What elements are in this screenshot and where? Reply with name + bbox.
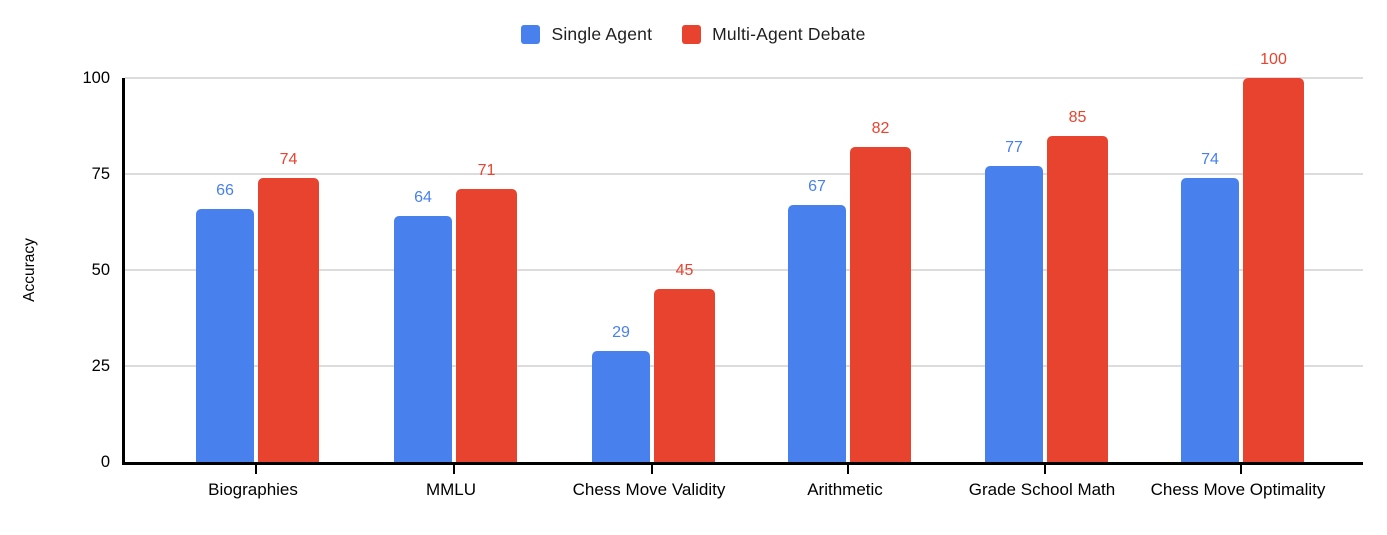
value-label-single-agent-arithmetic: 67: [808, 177, 826, 195]
bar-single-agent-biographies: [196, 208, 254, 462]
y-tick-label-25: 25: [91, 357, 110, 375]
bar-group-chess-move-validity: 29 45: [588, 78, 716, 462]
bar-group-grade-school-math: 77 85: [981, 78, 1109, 462]
bar-single-agent-grade-school-math: [985, 166, 1043, 462]
category-label-mmlu: MMLU: [425, 480, 477, 499]
value-label-single-agent-chess-move-validity: 29: [612, 323, 630, 341]
bar-group-mmlu: 64 71: [390, 78, 518, 462]
value-label-multi-agent-debate-chess-move-optimality: 100: [1260, 51, 1287, 68]
value-label-single-agent-grade-school-math: 77: [1005, 139, 1023, 157]
gridline-25: [125, 365, 1363, 367]
y-tick-label-75: 75: [91, 165, 110, 183]
y-axis-title: Accuracy: [21, 238, 38, 302]
bar-single-agent-chess-move-validity: [592, 350, 650, 462]
bar-multi-agent-debate-arithmetic: [850, 147, 911, 462]
value-label-multi-agent-debate-mmlu: 71: [477, 162, 496, 180]
gridline-50: [125, 269, 1363, 271]
value-label-multi-agent-debate-chess-move-validity: 45: [675, 262, 694, 280]
bar-single-agent-arithmetic: [788, 204, 846, 462]
bar-multi-agent-debate-chess-move-validity: [654, 289, 715, 462]
category-label-biographies: Biographies: [208, 480, 298, 499]
plot-area: 66 74 64 71 29 45 67 82 77 85 74 100: [122, 51, 1363, 474]
x-tick-arithmetic: [847, 465, 849, 474]
legend-label-multi-agent-debate: Multi-Agent Debate: [712, 24, 866, 44]
bar-group-arithmetic: 67 82: [784, 78, 912, 462]
value-label-multi-agent-debate-arithmetic: 82: [871, 120, 890, 138]
legend-swatch-single-agent: [521, 25, 541, 44]
value-label-single-agent-biographies: 66: [216, 181, 234, 199]
bar-multi-agent-debate-biographies: [258, 177, 319, 462]
y-tick-label-100: 100: [82, 69, 110, 87]
bar-group-chess-move-optimality: 74 100: [1177, 51, 1305, 462]
gridline-75: [125, 173, 1363, 175]
value-label-multi-agent-debate-biographies: 74: [279, 150, 298, 168]
y-tick-label-0: 0: [100, 453, 110, 471]
bar-multi-agent-debate-mmlu: [456, 189, 517, 462]
legend-swatch-multi-agent-debate: [682, 25, 702, 44]
x-tick-grade-school-math: [1044, 465, 1046, 474]
category-label-arithmetic: Arithmetic: [807, 480, 883, 499]
bar-multi-agent-debate-chess-move-optimality: [1243, 78, 1304, 462]
legend-label-single-agent: Single Agent: [551, 24, 653, 44]
category-label-chess-move-validity: Chess Move Validity: [572, 480, 726, 499]
category-label-grade-school-math: Grade School Math: [968, 480, 1116, 499]
bar-single-agent-chess-move-optimality: [1181, 177, 1239, 462]
legend-item-single-agent: Single Agent: [521, 24, 652, 45]
value-label-single-agent-chess-move-optimality: 74: [1201, 150, 1219, 168]
category-label-chess-move-optimality: Chess Move Optimality: [1150, 480, 1326, 499]
value-label-single-agent-mmlu: 64: [414, 189, 432, 207]
y-tick-label-50: 50: [91, 261, 110, 279]
legend-item-multi-agent-debate: Multi-Agent Debate: [682, 24, 865, 45]
chart-legend: Single Agent Multi-Agent Debate: [0, 24, 1387, 45]
bar-group-biographies: 66 74: [192, 78, 320, 462]
x-tick-chess-move-validity: [651, 465, 653, 474]
bar-multi-agent-debate-grade-school-math: [1047, 135, 1108, 462]
x-tick-chess-move-optimality: [1240, 465, 1242, 474]
bar-single-agent-mmlu: [394, 216, 452, 462]
value-label-multi-agent-debate-grade-school-math: 85: [1068, 108, 1087, 126]
x-tick-biographies: [255, 465, 257, 474]
gridline-100: [125, 77, 1363, 79]
x-tick-mmlu: [453, 465, 455, 474]
